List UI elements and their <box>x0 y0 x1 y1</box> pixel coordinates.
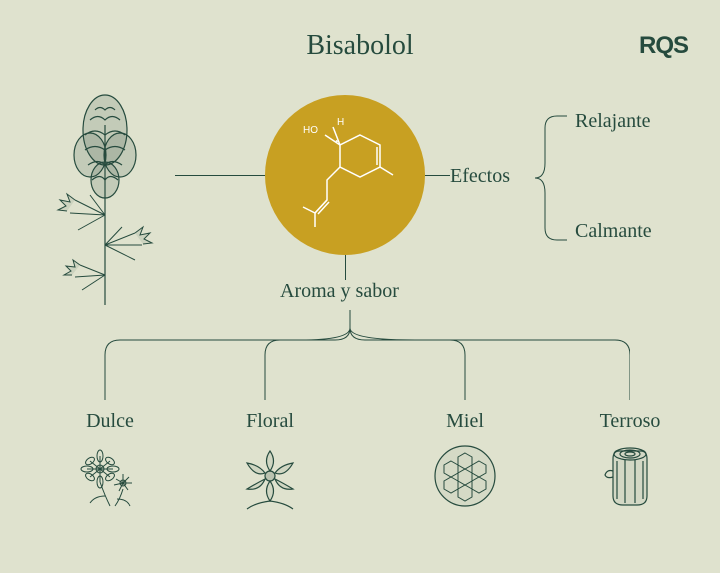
molecule-circle: HO H <box>265 95 425 255</box>
aroma-label-terroso: Terroso <box>580 410 680 433</box>
brand-logo: RQS <box>639 32 688 60</box>
aroma-label-floral: Floral <box>220 410 320 433</box>
effects-label: Efectos <box>450 165 510 188</box>
page-title: Bisabolol <box>306 30 413 62</box>
aroma-label-dulce: Dulce <box>60 410 160 433</box>
honeycomb-icon <box>430 441 500 511</box>
cannabis-plant-icon <box>30 85 180 305</box>
flower-small-icon <box>75 441 145 511</box>
effect-relajante: Relajante <box>575 110 651 133</box>
aroma-dulce: Dulce <box>60 410 160 517</box>
svg-text:HO: HO <box>303 125 318 136</box>
flower-large-icon <box>235 441 305 511</box>
brace-efectos <box>535 108 567 248</box>
aroma-label-miel: Miel <box>415 410 515 433</box>
molecule-structure-icon: HO H <box>285 115 405 235</box>
effect-calmante: Calmante <box>575 220 652 243</box>
svg-text:H: H <box>337 117 344 128</box>
aroma-label: Aroma y sabor <box>280 280 399 303</box>
brace-aroma <box>70 310 630 405</box>
connector-plant <box>175 175 265 176</box>
aroma-floral: Floral <box>220 410 320 517</box>
aroma-miel: Miel <box>415 410 515 517</box>
log-icon <box>595 441 665 511</box>
aroma-terroso: Terroso <box>580 410 680 517</box>
connector-aroma <box>345 255 346 280</box>
connector-efectos <box>425 175 450 176</box>
